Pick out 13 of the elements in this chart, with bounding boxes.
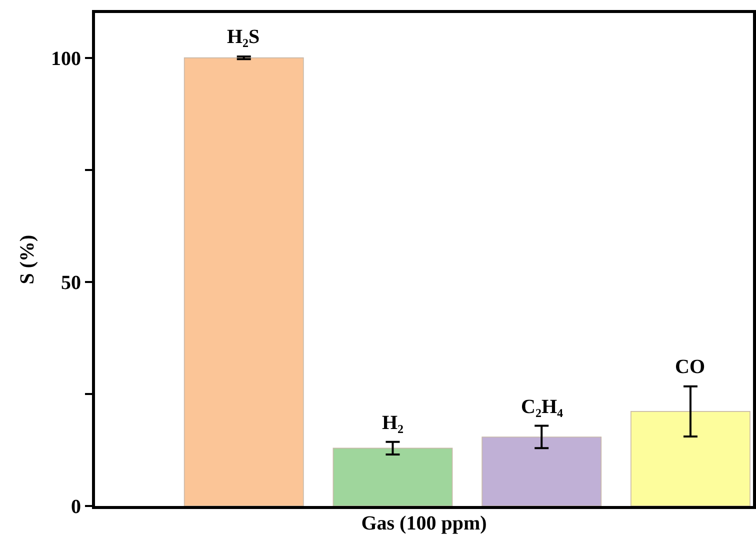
x-axis-title: Gas (100 ppm) [361,512,487,534]
x-tick-label: CO [675,356,705,378]
y-tick-label: 50 [61,272,81,294]
x-tick-label: H₂ [382,412,404,434]
bar [332,448,453,506]
bar [184,57,304,506]
x-tick-label: H₂S [227,26,260,48]
y-axis-title: S (%) [16,234,38,284]
x-tick-label: C₂H₄ [521,396,563,418]
y-tick-label: 100 [51,48,81,70]
bar [630,411,750,506]
bar [482,436,602,506]
y-tick-label: 0 [71,496,81,518]
